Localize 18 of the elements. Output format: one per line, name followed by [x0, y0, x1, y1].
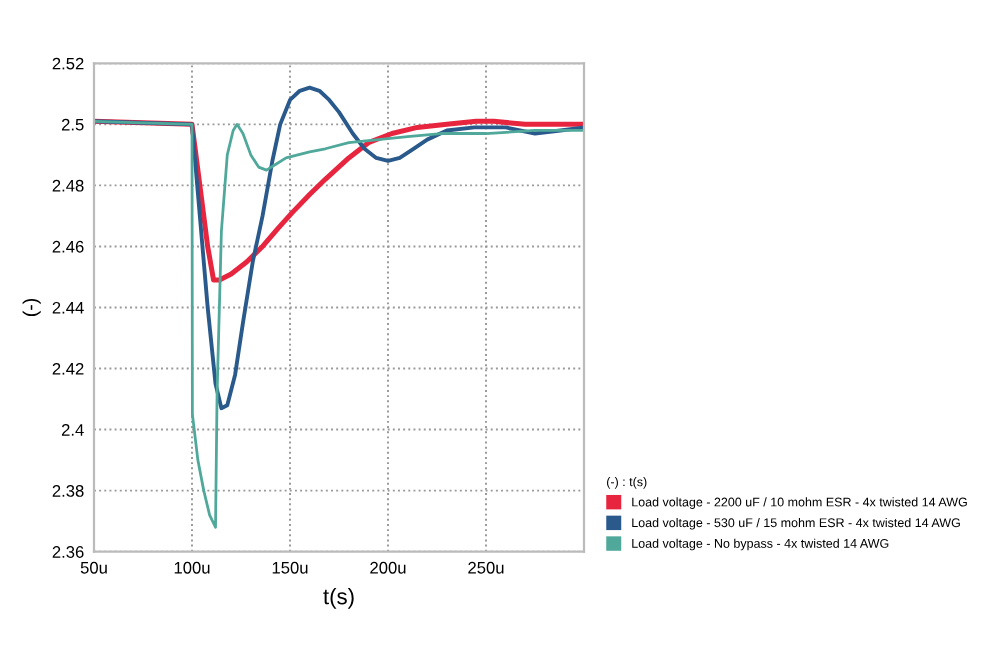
x-tick-label: 250u [468, 561, 504, 574]
x-tick-label: 200u [370, 561, 406, 574]
line-series [94, 119, 584, 529]
y-tick-label: 2.44 [52, 301, 84, 314]
y-tick-label: 2.46 [52, 240, 84, 253]
y-tick-label: 2.48 [52, 179, 84, 192]
y-tick-label: 2.38 [52, 485, 84, 497]
y-tick-label: 2.42 [52, 362, 84, 375]
x-tick-label: 50u [80, 561, 107, 574]
line-series [94, 85, 584, 411]
x-tick-label: 100u [174, 561, 210, 574]
y-tick-label: 2.4 [61, 423, 84, 436]
y-tick-label: 2.52 [52, 57, 84, 70]
y-axis-title: (-) [22, 298, 41, 316]
y-tick-label: 2.36 [52, 546, 84, 558]
y-tick-label: 2.5 [61, 118, 84, 131]
x-tick-label: 150u [272, 561, 308, 574]
x-axis-title: t(s) [323, 588, 354, 609]
